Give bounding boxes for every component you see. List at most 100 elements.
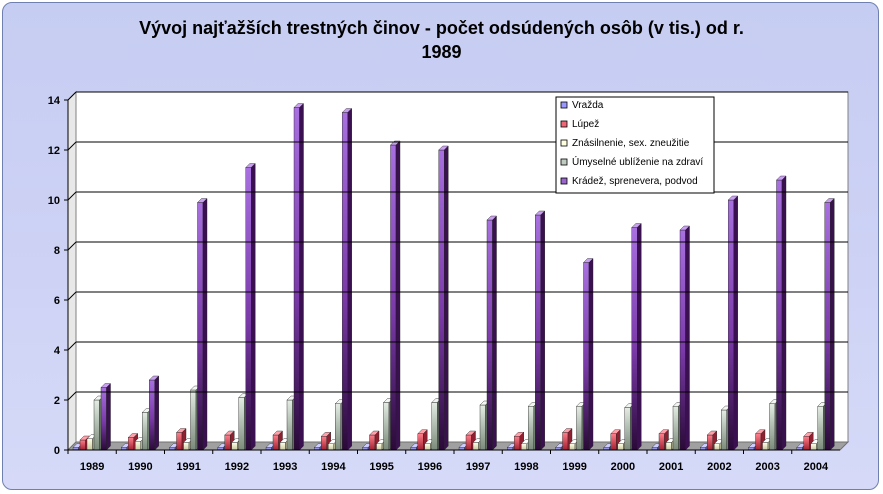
x-tick-label: 1998 xyxy=(514,461,538,473)
bar xyxy=(438,145,449,451)
bar-front xyxy=(631,227,638,451)
bar xyxy=(148,375,160,451)
bar xyxy=(583,258,594,451)
bar-front xyxy=(369,434,376,451)
bar xyxy=(197,198,208,451)
bar-side xyxy=(106,383,111,451)
chart-title: Vývoj najťažších trestných činov - počet… xyxy=(0,16,883,64)
gridline-diag xyxy=(67,241,77,251)
bar-front xyxy=(272,434,279,451)
bar xyxy=(824,198,835,451)
bar-front xyxy=(535,214,541,451)
legend-label: Znásilnenie, sex. zneužitie xyxy=(572,138,690,149)
bar xyxy=(341,108,353,451)
bar-front xyxy=(417,433,424,451)
bar-front xyxy=(390,144,397,451)
gridline-diag xyxy=(67,291,77,301)
bar-side xyxy=(347,108,352,451)
legend-box xyxy=(555,96,715,194)
bar-front xyxy=(769,403,776,451)
bar-front xyxy=(431,402,438,451)
legend-label: Vražda xyxy=(572,100,604,111)
bar-front xyxy=(231,442,238,451)
bar-front xyxy=(721,409,727,451)
legend-swatch xyxy=(560,120,568,128)
bar-front xyxy=(335,403,341,451)
axes-group: 0 2 4 6 8 10 12 14 1989 1990 1991 1992 1993 1994 1995 1… xyxy=(48,91,848,473)
bar xyxy=(776,175,787,451)
legend-label: Krádež, sprenevera, podvod xyxy=(572,176,698,187)
bar-front xyxy=(528,406,534,451)
legend-swatch xyxy=(560,139,568,147)
bar-front xyxy=(514,436,520,451)
bar-front xyxy=(665,442,672,451)
gridline-diag xyxy=(67,391,77,401)
bar-front xyxy=(817,406,824,451)
chart-title-line1: Vývoj najťažších trestných činov - počet… xyxy=(139,18,744,38)
bar-front xyxy=(376,443,383,451)
bar-front xyxy=(707,434,713,451)
bar-front xyxy=(142,412,148,451)
legend-swatch xyxy=(560,158,568,166)
gridline-diag xyxy=(67,141,77,151)
bar-front xyxy=(562,432,569,451)
bar-front xyxy=(617,443,624,451)
bar-front xyxy=(486,219,493,451)
bar-front xyxy=(472,442,479,451)
bar-front xyxy=(128,437,134,451)
bar-side xyxy=(685,225,690,451)
bar-front xyxy=(521,443,527,451)
bar-front xyxy=(245,167,252,451)
x-tick-label: 1991 xyxy=(176,461,200,473)
bar-front xyxy=(279,442,286,451)
bar-front xyxy=(583,262,590,451)
bar-front xyxy=(197,202,204,451)
bar-front xyxy=(383,402,390,451)
bar-front xyxy=(86,438,93,451)
bar-front xyxy=(424,443,431,451)
bar-front xyxy=(328,443,334,451)
x-tick-label: 2003 xyxy=(755,461,779,473)
bar xyxy=(727,195,739,451)
bar-side xyxy=(733,195,738,451)
bar-front xyxy=(658,433,665,451)
y-tick-label: 14 xyxy=(48,95,61,107)
bar-front xyxy=(190,389,197,451)
bar-front xyxy=(135,441,141,451)
bar-front xyxy=(776,179,783,451)
gridline-diag xyxy=(67,191,77,201)
legend-swatch xyxy=(560,101,568,109)
y-tick-label: 6 xyxy=(54,295,60,307)
bar-front xyxy=(79,439,86,451)
bar-front xyxy=(438,149,445,451)
y-tick-label: 10 xyxy=(48,195,60,207)
bars-group xyxy=(72,103,835,451)
bar xyxy=(293,103,304,451)
gridline-diag xyxy=(67,341,77,351)
bar xyxy=(679,225,690,451)
x-tick-label: 1995 xyxy=(369,461,393,473)
bar-side xyxy=(154,375,159,451)
bar-front xyxy=(762,442,769,451)
bar-front xyxy=(824,202,831,451)
bar-front xyxy=(610,433,617,451)
bar-front xyxy=(224,434,231,451)
x-tick-label: 2000 xyxy=(611,461,635,473)
gridline-diag xyxy=(67,91,77,101)
bar-front xyxy=(803,436,810,451)
bar xyxy=(486,215,497,451)
x-tick-label: 2001 xyxy=(659,461,683,473)
bar-front xyxy=(714,443,720,451)
bar xyxy=(390,140,401,451)
bar-front xyxy=(672,406,679,451)
bar-front xyxy=(293,107,300,451)
bar-front xyxy=(569,443,576,451)
bar xyxy=(706,430,718,451)
x-tick-label: 2002 xyxy=(707,461,731,473)
bar-side xyxy=(202,198,208,451)
legend: Vražda Lúpež Znásilnenie, sex. zneužitie Úm… xyxy=(555,96,715,194)
bar-side xyxy=(395,140,401,451)
bar-side xyxy=(830,198,835,451)
bar-front xyxy=(100,387,107,451)
